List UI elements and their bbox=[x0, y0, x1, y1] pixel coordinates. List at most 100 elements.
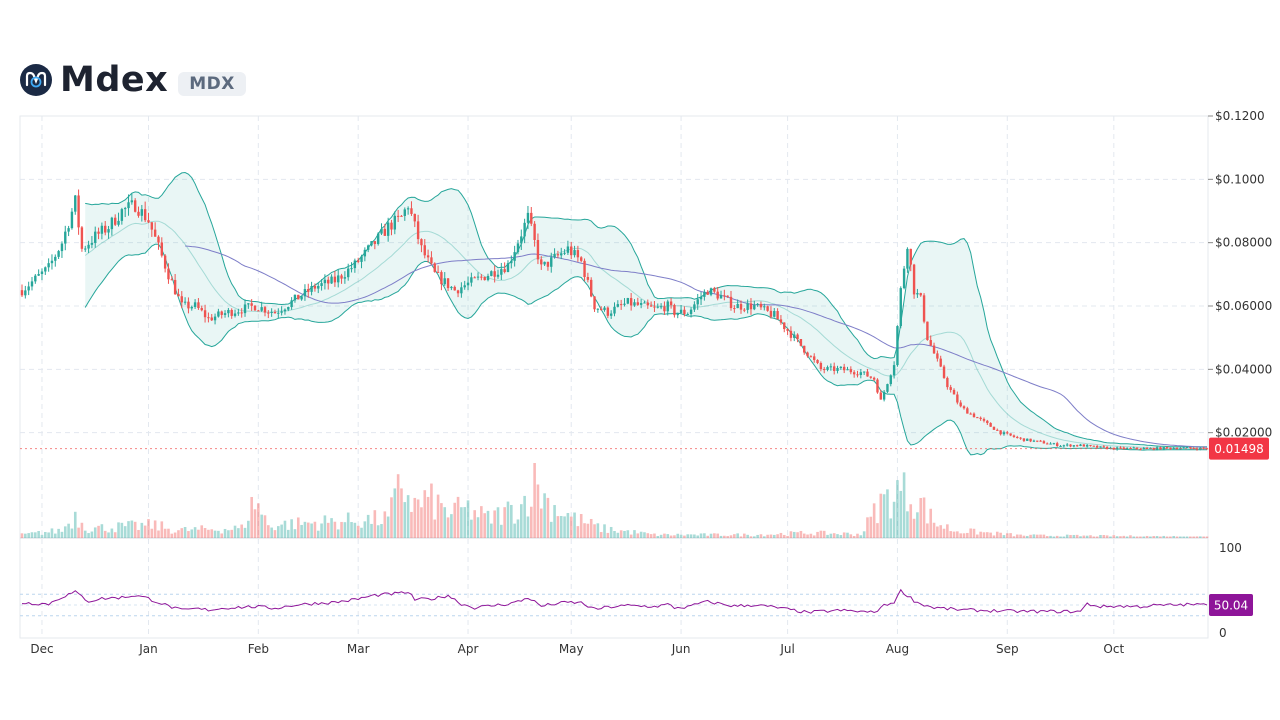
candle-body bbox=[370, 241, 373, 246]
volume-bar bbox=[370, 523, 373, 538]
volume-bar bbox=[723, 535, 726, 538]
candle-body bbox=[44, 267, 47, 272]
volume-bar bbox=[529, 506, 533, 538]
candle-body bbox=[1135, 447, 1139, 449]
candle-body bbox=[653, 306, 656, 308]
candle-body bbox=[580, 257, 583, 261]
volume-bar bbox=[1132, 536, 1136, 538]
candle-body bbox=[133, 200, 137, 212]
volume-bar bbox=[1185, 536, 1189, 538]
volume-bar bbox=[230, 529, 234, 538]
volume-bar bbox=[27, 533, 30, 538]
volume-bar bbox=[513, 523, 516, 538]
candle-body bbox=[826, 367, 829, 370]
candle-body bbox=[643, 302, 646, 304]
volume-bar bbox=[433, 519, 437, 538]
candle-body bbox=[713, 288, 716, 292]
candle-body bbox=[1092, 445, 1096, 447]
candle-body bbox=[899, 288, 902, 327]
candle-body bbox=[446, 278, 450, 289]
candle-body bbox=[503, 269, 506, 273]
volume-bar bbox=[559, 515, 563, 538]
candle-body bbox=[1059, 445, 1062, 447]
volume-bar bbox=[293, 529, 297, 538]
volume-bar bbox=[869, 516, 873, 538]
volume-bar bbox=[300, 524, 303, 538]
candle-body bbox=[360, 256, 363, 262]
price-tick-label: $0.02000 bbox=[1215, 426, 1272, 440]
volume-bar bbox=[60, 531, 64, 538]
volume-bar bbox=[343, 522, 347, 538]
candle-body bbox=[1016, 436, 1019, 438]
volume-bar bbox=[1159, 536, 1162, 538]
volume-bar bbox=[939, 525, 943, 538]
volume-bar bbox=[34, 532, 37, 538]
candle-body bbox=[183, 301, 187, 303]
candle-body bbox=[982, 418, 986, 421]
candle-body bbox=[856, 374, 859, 376]
candle-body bbox=[396, 215, 400, 217]
volume-bar bbox=[649, 534, 653, 538]
candle-body bbox=[160, 242, 164, 256]
candle-body bbox=[153, 229, 157, 237]
volume-bar bbox=[536, 484, 540, 538]
candle-body bbox=[879, 392, 882, 400]
volume-bar bbox=[296, 517, 300, 538]
candle-body bbox=[809, 356, 813, 358]
volume-bar bbox=[177, 530, 180, 538]
candle-body bbox=[496, 274, 500, 277]
volume-bar bbox=[170, 533, 174, 538]
volume-bar bbox=[390, 497, 393, 538]
volume-bar bbox=[277, 526, 280, 538]
candle-body bbox=[716, 291, 719, 299]
volume-bar bbox=[516, 519, 520, 538]
candle-body bbox=[237, 312, 240, 314]
candle-body bbox=[327, 279, 330, 284]
volume-bar bbox=[603, 524, 606, 538]
volume-bar bbox=[616, 532, 620, 538]
candle-body bbox=[823, 369, 826, 371]
volume-bar bbox=[746, 534, 749, 538]
candle-body bbox=[430, 257, 433, 264]
volume-bar bbox=[1109, 536, 1112, 538]
volume-bar bbox=[1062, 536, 1066, 538]
time-axis-label: Jan bbox=[138, 642, 158, 656]
candle-body bbox=[493, 271, 496, 277]
volume-bar bbox=[93, 527, 97, 538]
volume-bar bbox=[599, 532, 603, 538]
volume-bar bbox=[320, 523, 323, 538]
volume-bar bbox=[972, 528, 976, 538]
candle-body bbox=[1132, 447, 1135, 449]
volume-bar bbox=[1089, 535, 1092, 538]
volume-bar bbox=[466, 500, 470, 538]
volume-bar bbox=[786, 535, 789, 538]
candle-body bbox=[796, 334, 799, 339]
candle-body bbox=[210, 317, 213, 321]
time-axis-label: Oct bbox=[1103, 642, 1124, 656]
volume-bar bbox=[336, 529, 340, 538]
volume-bar bbox=[716, 533, 719, 538]
volume-bar bbox=[160, 521, 164, 538]
moving-average-line bbox=[185, 245, 1208, 448]
volume-bar bbox=[753, 536, 756, 538]
volume-bar bbox=[553, 505, 556, 538]
time-axis-label: Sep bbox=[996, 642, 1019, 656]
volume-bar bbox=[896, 480, 899, 538]
candle-body bbox=[426, 255, 430, 258]
rsi-value-badge bbox=[1209, 593, 1253, 616]
volume-bar bbox=[87, 533, 90, 538]
candle-body bbox=[310, 285, 313, 292]
candle-body bbox=[1089, 445, 1092, 447]
volume-bar bbox=[759, 534, 763, 538]
volume-bar bbox=[549, 521, 553, 538]
volume-bar bbox=[792, 531, 796, 538]
volume-bar bbox=[200, 525, 204, 538]
volume-bar bbox=[510, 504, 513, 538]
volume-bar bbox=[110, 528, 114, 538]
candle-body bbox=[936, 353, 939, 359]
volume-bar bbox=[596, 523, 600, 538]
candle-body bbox=[120, 209, 124, 221]
volume-bar bbox=[859, 535, 863, 538]
candle-body bbox=[1115, 447, 1119, 450]
